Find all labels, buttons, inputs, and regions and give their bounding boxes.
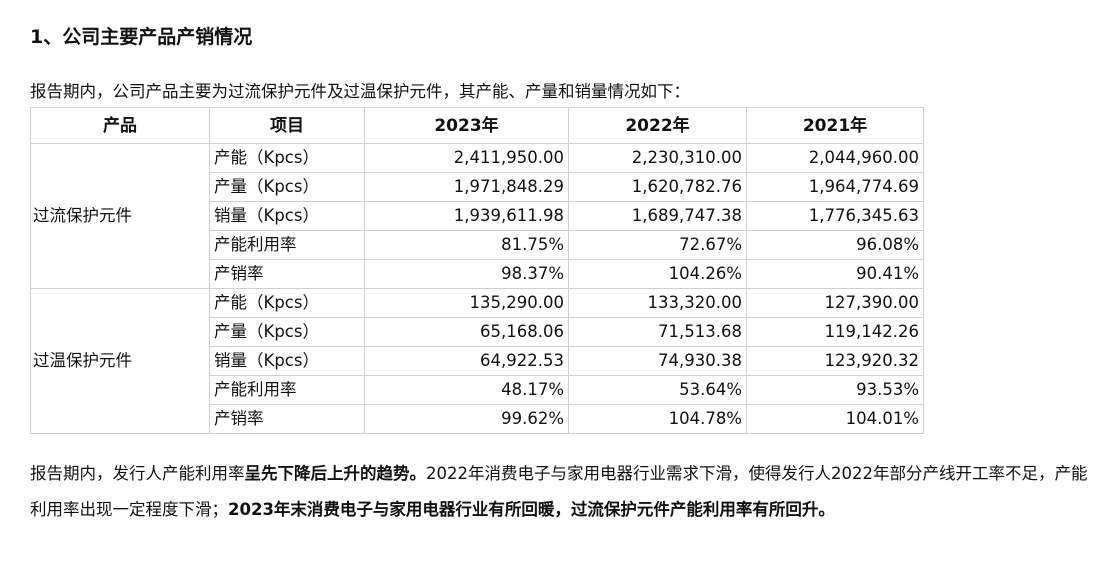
- value-2021: 1,776,345.63: [746, 201, 924, 231]
- value-2021: 93.53%: [746, 375, 924, 405]
- table-row: 产销率 99.62% 104.78% 104.01%: [31, 404, 924, 434]
- table-row: 产能利用率 48.17% 53.64% 93.53%: [31, 375, 924, 405]
- item-cell: 销量（Kpcs）: [209, 201, 365, 231]
- value-2022: 133,320.00: [568, 288, 747, 318]
- item-cell: 产销率: [209, 259, 365, 289]
- value-2021: 1,964,774.69: [746, 172, 924, 202]
- value-2023: 65,168.06: [364, 317, 569, 347]
- value-2022: 2,230,310.00: [568, 143, 747, 173]
- section-title: 1、公司主要产品产销情况: [30, 26, 253, 48]
- item-cell: 产销率: [209, 404, 365, 434]
- table-row: 过流保护元件 产能（Kpcs） 2,411,950.00 2,230,310.00 2,…: [30, 143, 924, 289]
- value-2022: 104.26%: [568, 259, 747, 289]
- value-2022: 71,513.68: [568, 317, 747, 347]
- analysis-paragraph: 报告期内，发行人产能利用率呈先下降后上升的趋势。2022年消费电子与家用电器行业…: [30, 456, 1090, 528]
- value-2021: 123,920.32: [746, 346, 924, 376]
- header-2021: 2021年: [746, 107, 924, 144]
- para-text: 2022年消费电子与家用电器行业需求下滑，使得发行人2022年部分产线开工率不足…: [30, 464, 1088, 519]
- header-product: 产品: [30, 107, 210, 144]
- value-2023: 135,290.00: [364, 288, 569, 318]
- item-cell: 产能利用率: [209, 230, 365, 260]
- item-cell: 销量（Kpcs）: [209, 346, 365, 376]
- value-2023: 81.75%: [364, 230, 569, 260]
- value-2021: 2,044,960.00: [746, 143, 924, 173]
- value-2023: 48.17%: [364, 375, 569, 405]
- item-cell: 产量（Kpcs）: [209, 317, 365, 347]
- value-2023: 98.37%: [364, 259, 569, 289]
- intro-text: 报告期内，公司产品主要为过流保护元件及过温保护元件，其产能、产量和销量情况如下：: [30, 82, 690, 101]
- value-2021: 127,390.00: [746, 288, 924, 318]
- product-cell: 过温保护元件: [30, 288, 210, 434]
- table-row: 产销率 98.37% 104.26% 90.41%: [31, 259, 924, 289]
- table-header-row: 产品 项目 2023年 2022年 2021年: [30, 107, 924, 144]
- production-sales-table: 产品 项目 2023年 2022年 2021年 过流保护元件 产能（Kpcs） 2,…: [30, 107, 924, 434]
- header-2023: 2023年: [364, 107, 569, 144]
- value-2022: 104.78%: [568, 404, 747, 434]
- table-row: 产量（Kpcs） 1,971,848.29 1,620,782.76 1,964,77…: [31, 172, 924, 202]
- item-cell: 产能利用率: [209, 375, 365, 405]
- table-row: 产量（Kpcs） 65,168.06 71,513.68 119,142.26: [31, 317, 924, 347]
- value-2022: 72.67%: [568, 230, 747, 260]
- para-bold: 呈先下降后上升的趋势。: [244, 464, 427, 483]
- table-row: 过温保护元件 产能（Kpcs） 135,290.00 133,320.00 127,39…: [30, 288, 924, 434]
- table-row: 销量（Kpcs） 1,939,611.98 1,689,747.38 1,776,34…: [31, 201, 924, 231]
- value-2023: 64,922.53: [364, 346, 569, 376]
- value-2021: 119,142.26: [746, 317, 924, 347]
- value-2023: 1,939,611.98: [364, 201, 569, 231]
- header-2022: 2022年: [568, 107, 747, 144]
- product-cell: 过流保护元件: [30, 143, 210, 289]
- value-2023: 1,971,848.29: [364, 172, 569, 202]
- table-row: 产能利用率 81.75% 72.67% 96.08%: [31, 230, 924, 260]
- value-2023: 99.62%: [364, 404, 569, 434]
- value-2021: 104.01%: [746, 404, 924, 434]
- item-cell: 产量（Kpcs）: [209, 172, 365, 202]
- value-2023: 2,411,950.00: [364, 143, 569, 173]
- value-2022: 1,689,747.38: [568, 201, 747, 231]
- para-bold: 2023年末消费电子与家用电器行业有所回暖，过流保护元件产能利用率有所回升。: [228, 500, 835, 519]
- value-2022: 74,930.38: [568, 346, 747, 376]
- item-cell: 产能（Kpcs）: [209, 288, 365, 318]
- table-row: 销量（Kpcs） 64,922.53 74,930.38 123,920.32: [31, 346, 924, 376]
- header-item: 项目: [209, 107, 365, 144]
- value-2021: 90.41%: [746, 259, 924, 289]
- para-text: 报告期内，发行人产能利用率: [30, 464, 245, 483]
- value-2022: 1,620,782.76: [568, 172, 747, 202]
- value-2021: 96.08%: [746, 230, 924, 260]
- value-2022: 53.64%: [568, 375, 747, 405]
- item-cell: 产能（Kpcs）: [209, 143, 365, 173]
